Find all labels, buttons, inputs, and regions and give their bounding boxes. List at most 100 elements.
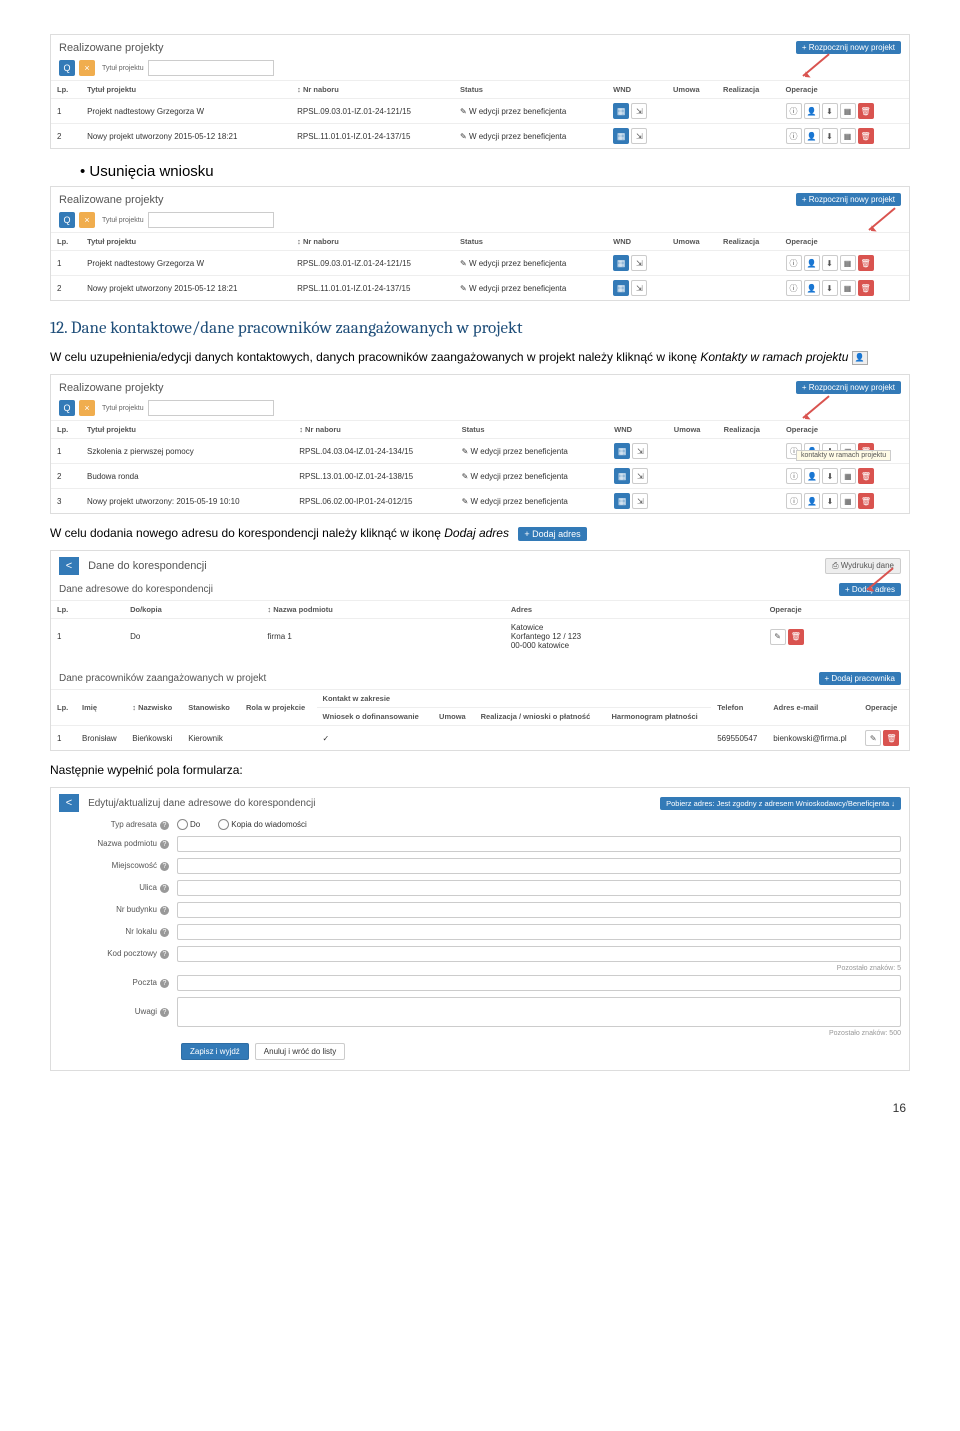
table-row: 1 Projekt nadtestowy Grzegorza W RPSL.09… <box>51 251 909 276</box>
delete-icon[interactable]: 🗑 <box>858 493 874 509</box>
contacts-icon[interactable]: 👤 <box>804 468 820 484</box>
delete-icon[interactable]: 🗑 <box>858 280 874 296</box>
folder-icon[interactable]: ▦ <box>840 128 856 144</box>
wnd-link-icon[interactable]: ⇲ <box>632 493 648 509</box>
edit-icon[interactable]: ✎ <box>865 730 881 746</box>
folder-icon[interactable]: ▦ <box>840 280 856 296</box>
copy-address-button[interactable]: Pobierz adres: Jest zgodny z adresem Wni… <box>660 797 901 810</box>
wnd-icon[interactable]: ▦ <box>613 255 629 271</box>
input-nrlok[interactable] <box>177 924 901 940</box>
wnd-link-icon[interactable]: ⇲ <box>632 468 648 484</box>
help-icon[interactable]: ? <box>160 906 169 915</box>
download-icon[interactable]: ⬇ <box>822 280 838 296</box>
download-icon[interactable]: ⬇ <box>822 468 838 484</box>
input-kod[interactable] <box>177 946 901 962</box>
wnd-icon[interactable]: ▦ <box>613 103 629 119</box>
help-icon[interactable]: ? <box>160 840 169 849</box>
back-icon[interactable]: < <box>59 794 79 812</box>
contacts-icon[interactable]: 👤 <box>804 255 820 271</box>
filter-icon[interactable]: × <box>79 212 95 228</box>
radio-kopia[interactable]: Kopia do wiadomości <box>218 819 307 830</box>
wnd-icon[interactable]: ▦ <box>614 443 630 459</box>
folder-icon[interactable]: ▦ <box>840 493 856 509</box>
contacts-icon[interactable]: 👤 <box>804 280 820 296</box>
delete-icon[interactable]: 🗑 <box>858 468 874 484</box>
start-project-button[interactable]: + Rozpocznij nowy projekt <box>796 193 901 206</box>
folder-icon[interactable]: ▦ <box>840 468 856 484</box>
wnd-link-icon[interactable]: ⇲ <box>632 443 648 459</box>
wnd-link-icon[interactable]: ⇲ <box>631 128 647 144</box>
info-icon[interactable]: ⓘ <box>786 493 802 509</box>
col-nr[interactable]: ↕ Nr naboru <box>291 81 454 99</box>
table-row: 2 Nowy projekt utworzony 2015-05-12 18:2… <box>51 124 909 149</box>
contacts-icon[interactable]: 👤 <box>804 493 820 509</box>
download-icon[interactable]: ⬇ <box>822 103 838 119</box>
contacts-icon[interactable]: 👤 <box>804 103 820 119</box>
help-icon[interactable]: ? <box>160 928 169 937</box>
input-ulica[interactable] <box>177 880 901 896</box>
contacts-icon[interactable]: 👤 <box>804 128 820 144</box>
input-nrbud[interactable] <box>177 902 901 918</box>
add-worker-button[interactable]: + Dodaj pracownika <box>819 672 901 685</box>
label-nrbud: Nr budynku? <box>59 905 169 915</box>
filter-input[interactable] <box>148 60 274 76</box>
add-address-button[interactable]: + Dodaj adres <box>839 583 901 596</box>
info-icon[interactable]: ⓘ <box>786 128 802 144</box>
delete-icon[interactable]: 🗑 <box>858 103 874 119</box>
filter-icon[interactable]: × <box>79 60 95 76</box>
help-icon[interactable]: ? <box>160 979 169 988</box>
folder-icon[interactable]: ▦ <box>840 103 856 119</box>
back-icon[interactable]: < <box>59 557 79 575</box>
wnd-icon[interactable]: ▦ <box>613 280 629 296</box>
help-icon[interactable]: ? <box>160 884 169 893</box>
start-project-button[interactable]: + Rozpocznij nowy projekt <box>796 381 901 394</box>
input-uwagi[interactable] <box>177 997 901 1027</box>
filter-icon[interactable]: × <box>79 400 95 416</box>
filter-input[interactable] <box>148 212 274 228</box>
download-icon[interactable]: ⬇ <box>822 128 838 144</box>
label-poczta: Poczta? <box>59 978 169 988</box>
help-icon[interactable]: ? <box>160 950 169 959</box>
info-icon[interactable]: ⓘ <box>786 255 802 271</box>
download-icon[interactable]: ⬇ <box>822 493 838 509</box>
address-table: Lp. Do/kopia ↕ Nazwa podmiotu Adres Oper… <box>51 600 909 654</box>
input-nazwa[interactable] <box>177 836 901 852</box>
wnd-icon[interactable]: ▦ <box>613 128 629 144</box>
remaining-chars: Pozostało znaków: 500 <box>51 1030 909 1037</box>
wnd-link-icon[interactable]: ⇲ <box>631 103 647 119</box>
table-row: 1 Szkolenia z pierwszej pomocy RPSL.04.0… <box>51 439 909 464</box>
print-button[interactable]: ⎙ Wydrukuj dane <box>825 558 901 574</box>
input-poczta[interactable] <box>177 975 901 991</box>
wnd-link-icon[interactable]: ⇲ <box>631 280 647 296</box>
info-icon[interactable]: ⓘ <box>786 468 802 484</box>
search-icon[interactable]: Q <box>59 60 75 76</box>
delete-icon[interactable]: 🗑 <box>883 730 899 746</box>
search-icon[interactable]: Q <box>59 400 75 416</box>
bullet-heading: • Usunięcia wniosku <box>80 163 910 180</box>
delete-icon[interactable]: 🗑 <box>858 255 874 271</box>
save-button[interactable]: Zapisz i wyjdź <box>181 1043 249 1060</box>
radio-do[interactable]: Do <box>177 819 200 830</box>
wnd-link-icon[interactable]: ⇲ <box>631 255 647 271</box>
download-icon[interactable]: ⬇ <box>822 255 838 271</box>
table-row: 1 Bronisław Bieńkowski Kierownik ✓ 56955… <box>51 726 909 751</box>
delete-icon[interactable]: 🗑 <box>858 128 874 144</box>
input-miej[interactable] <box>177 858 901 874</box>
info-icon[interactable]: ⓘ <box>786 103 802 119</box>
help-icon[interactable]: ? <box>160 821 169 830</box>
label-nazwa: Nazwa podmiotu? <box>59 839 169 849</box>
label-uwagi: Uwagi? <box>59 1007 169 1017</box>
folder-icon[interactable]: ▦ <box>840 255 856 271</box>
info-icon[interactable]: ⓘ <box>786 280 802 296</box>
help-icon[interactable]: ? <box>160 1008 169 1017</box>
start-project-button[interactable]: + Rozpocznij nowy projekt <box>796 41 901 54</box>
help-icon[interactable]: ? <box>160 862 169 871</box>
table-row: 2 Budowa ronda RPSL.13.01.00-IZ.01-24-13… <box>51 464 909 489</box>
search-icon[interactable]: Q <box>59 212 75 228</box>
wnd-icon[interactable]: ▦ <box>614 468 630 484</box>
cancel-button[interactable]: Anuluj i wróć do listy <box>255 1043 345 1060</box>
wnd-icon[interactable]: ▦ <box>614 493 630 509</box>
edit-icon[interactable]: ✎ <box>770 629 786 645</box>
filter-input[interactable] <box>148 400 274 416</box>
delete-icon[interactable]: 🗑 <box>788 629 804 645</box>
